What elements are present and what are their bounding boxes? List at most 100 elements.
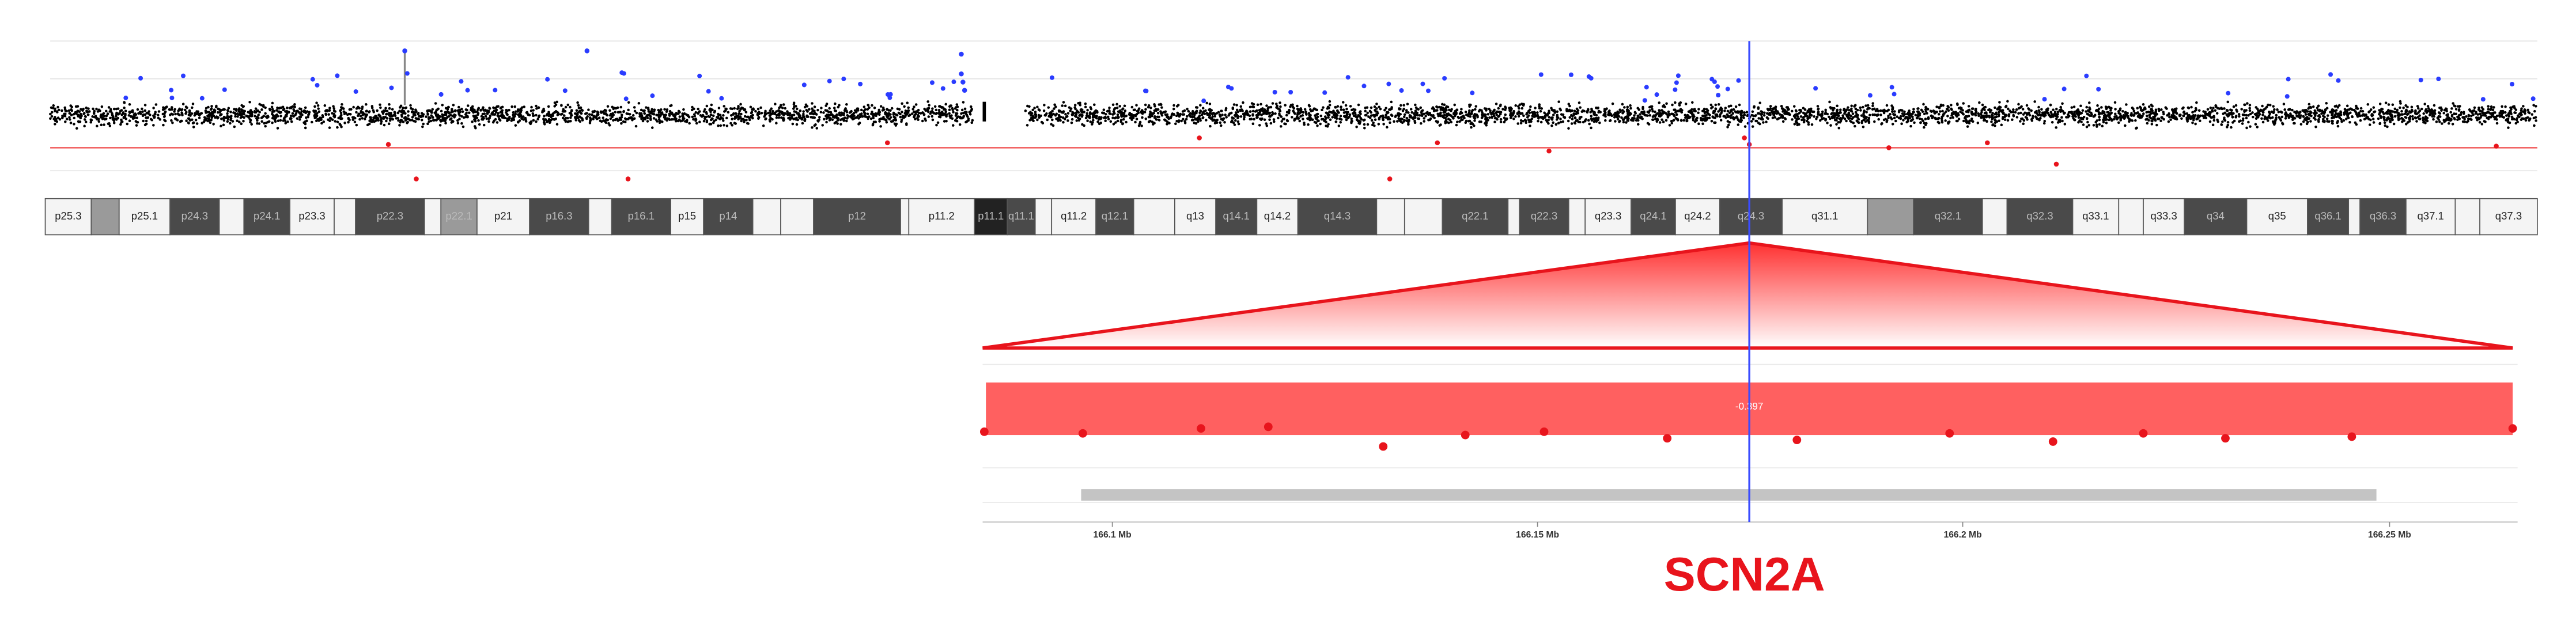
gain-dot [1867,93,1873,98]
probe-dot [1264,422,1273,432]
band [2072,198,2120,236]
gain-dot [1225,85,1231,89]
loss-dot [1546,148,1552,154]
probe-dot [2048,437,2057,446]
gain-dot [929,80,935,85]
band [1631,198,1676,236]
gain-dot [169,88,174,93]
probe-dot [979,427,989,436]
gain-dot [827,78,832,84]
loss-dot [2494,143,2499,149]
band-label: q24.2 [1684,210,1711,222]
gain-dot [1386,81,1391,86]
gain-dot [697,73,702,78]
probe-dot [1792,436,1802,445]
band-label: q12.1 [1102,210,1128,222]
band-label: q37.1 [2417,210,2443,222]
band-label: q36.1 [2314,210,2341,222]
band [703,198,754,236]
gain-dot [1538,72,1544,77]
band [752,198,781,236]
gain-dot [940,86,945,91]
band [1034,198,1053,236]
band [611,198,671,236]
axis: 166.1 Mb 166.15 Mb 166.2 Mb 166.25 Mb [1094,522,2411,540]
gain-dot [493,88,498,93]
gene-bar [1081,489,2377,501]
band [2479,198,2538,236]
gain-dot [706,89,711,94]
probe-dot [1197,424,1205,433]
gain-dot [335,73,340,78]
gain-dot [1675,73,1681,78]
band-label: q13 [1186,210,1204,222]
loss-dot [385,142,391,147]
gain-dot [402,48,407,54]
band [1781,198,1868,236]
band-label: q11.1 [1008,210,1034,222]
band [529,198,589,236]
gain-dot [1442,75,1447,81]
gain-dot [1420,81,1425,86]
band-label: p12 [848,210,866,222]
band [118,198,171,236]
gain-dot [1288,90,1293,94]
axis-label: 166.15 Mb [1516,530,1559,540]
band-label: q33.3 [2150,210,2177,222]
band-label: q24.3 [1738,210,1764,222]
band-label: p22.3 [377,210,403,222]
gain-dot [181,73,186,78]
band [289,198,335,236]
band-label: q24.1 [1640,210,1666,222]
band [1981,198,2008,236]
loss-dot [2053,161,2059,167]
gain-dot [545,77,550,82]
band [2184,198,2248,236]
gain-dot [2226,90,2231,96]
band [440,198,478,236]
gain-dot [1725,86,1730,92]
band [1133,198,1175,236]
band [90,198,120,236]
band-label: q14.1 [1223,210,1250,222]
probe-dot [1078,429,1087,438]
band-label: q14.2 [1264,210,1291,222]
band [2348,198,2361,236]
gain-dot [623,96,629,101]
band-label: p24.1 [254,210,280,222]
gain-dot [959,71,964,77]
probe-dot [1945,429,1954,438]
band [908,198,975,236]
band-label: p25.1 [131,210,158,222]
probe-dot [1461,430,1470,440]
probe-dot [2347,432,2356,441]
gain-dot [1892,92,1897,97]
gain-dot [1642,98,1647,103]
band [2118,198,2144,236]
band [1404,198,1443,236]
gain-dot [1470,90,1475,96]
gain-dot [858,81,863,86]
scatter [49,48,2537,181]
band [1867,198,1914,236]
probe-dot [1379,442,1388,451]
gain-dot [2436,76,2441,81]
band-label: q32.1 [1935,210,1961,222]
loss-dot [1886,145,1892,150]
gain-dot [1644,85,1649,90]
gain-dot [1322,90,1327,95]
gain-dot [888,92,893,97]
band-label: p16.3 [546,210,572,222]
gain-dot [310,77,315,82]
band [1568,198,1586,236]
loss-dot [414,176,419,181]
probe-dot [2139,429,2148,438]
loss-dot [1742,135,1747,141]
band-label: p11.1 [978,210,1004,222]
band-label: q32.3 [2026,210,2053,222]
gain-dot [438,92,444,97]
probe-dot [1539,427,1549,436]
gain-dot [1272,90,1277,94]
band-label: q31.1 [1811,210,1838,222]
